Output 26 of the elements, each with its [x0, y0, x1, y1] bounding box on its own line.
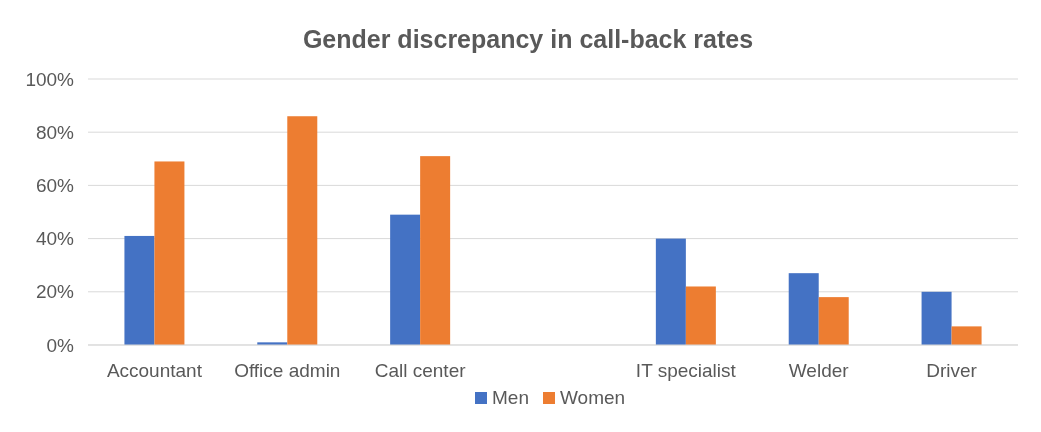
x-tick-label: IT specialist — [635, 360, 737, 381]
legend-label: Men — [492, 387, 529, 408]
x-tick-label: Accountant — [106, 360, 203, 381]
x-tick-label: Welder — [788, 360, 850, 381]
bar — [921, 291, 952, 345]
x-tick-label: Call center — [374, 360, 467, 381]
bar — [655, 238, 686, 345]
bar — [124, 235, 155, 345]
bar — [287, 116, 318, 345]
chart-title: Gender discrepancy in call-back rates — [302, 25, 754, 53]
y-tick-label: 20% — [35, 281, 75, 303]
bar — [420, 156, 451, 345]
y-tick-label: 100% — [25, 68, 75, 90]
x-tick-label: Office admin — [234, 360, 341, 381]
y-tick-label: 80% — [35, 121, 75, 143]
legend-label: Women — [560, 387, 626, 408]
bar — [951, 326, 982, 345]
y-tick-label: 60% — [35, 175, 75, 197]
y-tick-label: 0% — [46, 334, 75, 356]
x-tick-label: Driver — [926, 360, 978, 381]
bar — [788, 273, 819, 345]
bar — [685, 286, 716, 345]
y-tick-label: 40% — [35, 228, 75, 250]
bar — [818, 297, 849, 345]
bar — [390, 214, 421, 345]
bar — [154, 161, 185, 345]
